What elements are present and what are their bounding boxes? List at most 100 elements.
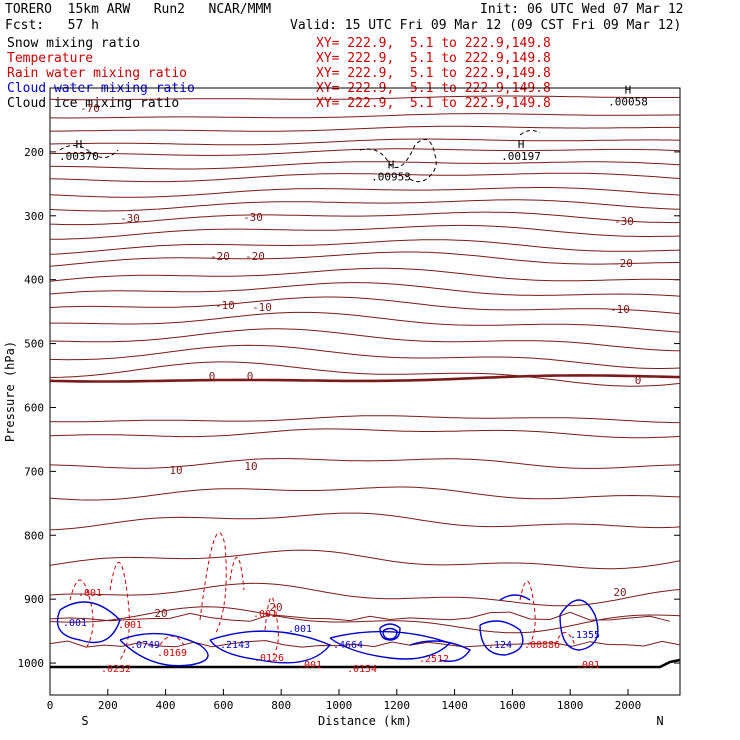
north-label: N [656,714,663,728]
y-tick-label: 900 [24,593,44,606]
temperature-label: 10 [169,464,182,477]
x-tick-label: 1000 [326,699,353,712]
rain-label: .001 [576,660,600,671]
temperature-isotherm [49,361,681,387]
temperature-isotherm [50,125,680,132]
cloud-water-label: .001 [63,618,87,629]
x-axis-label: Distance (km) [318,714,412,728]
temperature-isotherm [49,344,681,369]
rain-contour [69,579,94,651]
temperature-isotherm [49,512,681,531]
plot-frame [49,87,681,696]
temperature-label: -30 [120,212,140,225]
cloud-water-contour [379,623,401,641]
ice-max-value: .00370 [59,150,99,163]
temperature-isotherm [49,211,681,226]
terrain-surface [50,658,681,669]
rain-contour [109,562,130,661]
x-tick-label: 800 [271,699,291,712]
ice-contour [519,129,541,136]
temperature-label: 0 [247,370,254,383]
cloud-water-contour [559,599,599,651]
x-tick-label: 2000 [615,699,642,712]
cloud-water-contour [56,601,121,644]
rain-contour [229,556,245,591]
temperature-label: -20 [245,250,265,263]
temperature-isotherm [49,172,681,183]
temperature-isotherm [49,187,681,198]
temperature-isotherm [50,311,681,333]
valid-time: Valid: 15 UTC Fri 09 Mar 12 (09 CST Fri … [290,18,682,33]
temperature-isotherm [49,251,680,267]
temperature-isotherm [49,138,681,146]
legend-entry: Temperature [7,51,94,66]
temperature-isotherm [49,282,681,297]
temperature-isotherm [49,606,681,634]
temperature-isotherm [49,640,681,648]
temperature-isotherm [49,458,681,469]
x-tick-label: 1600 [499,699,526,712]
ice-contour [59,145,119,158]
legend-xy: XY= 222.9, 5.1 to 222.9,149.8 [316,96,551,111]
rain-label: .001 [78,588,102,599]
cloud-water-contour [382,627,398,640]
rain-contour [519,580,536,646]
freezing-level [49,374,681,383]
cloud-water-label: .124 [488,640,512,651]
rain-label: .0169 [157,648,187,659]
cloud-water-label: .001 [288,624,312,635]
rain-contour [199,532,227,636]
x-tick-label: 1200 [384,699,411,712]
ice-max-marker: H [76,138,83,151]
rain-label: .0232 [101,664,131,675]
temperature-isotherm [49,611,671,622]
ice-max-marker: H [625,84,632,97]
x-tick-label: 0 [47,699,54,712]
temperature-isotherm [49,549,681,570]
south-label: S [81,714,88,728]
ice-max-value: .00197 [501,150,541,163]
cloud-water-contour [209,630,332,664]
ice-max-value: .00953 [371,170,411,183]
temperature-label: -70 [80,102,100,115]
cloud-water-contour [119,632,209,667]
temperature-isotherm [49,95,681,101]
y-tick-label: 400 [24,274,44,287]
y-tick-label: 200 [24,146,44,159]
temperature-label: -30 [243,211,263,224]
ice-max-marker: H [388,158,395,171]
legend-xy: XY= 222.9, 5.1 to 222.9,149.8 [316,51,551,66]
y-tick-label: 600 [24,401,44,414]
temperature-label: 20 [269,601,282,614]
rain-contour [554,632,576,646]
cloud-water-label: .0749 [130,640,160,651]
temperature-isotherm [50,113,681,119]
temperature-label: -20 [210,250,230,263]
temperature-label: 0 [635,374,642,387]
temperature-label: -10 [215,299,235,312]
init-time: Init: 06 UTC Wed 07 Mar 12 [480,2,684,17]
forecast-hour: Fcst: 57 h [5,18,99,33]
temperature-isotherm [49,415,680,424]
temperature-label: -10 [610,303,630,316]
temperature-isotherm [49,239,681,255]
x-tick-label: 1800 [557,699,584,712]
rain-label: .0154 [347,664,377,675]
rain-label: .0126 [254,653,284,664]
temperature-label: 20 [154,607,167,620]
cloud-water-label: .4664 [333,640,363,651]
x-tick-label: 600 [213,699,233,712]
y-tick-label: 700 [24,465,44,478]
y-tick-label: 800 [24,529,44,542]
cloud-water-label: .1355 [570,630,600,641]
temperature-isotherm [49,328,681,352]
rain-label: .001 [298,660,322,671]
cloud-water-contour [479,620,524,656]
legend-xy: XY= 222.9, 5.1 to 222.9,149.8 [316,66,551,81]
temperature-isotherm [49,199,681,212]
temperature-isotherm [49,486,681,501]
y-tick-label: 1000 [18,657,45,670]
y-axis-label: Pressure (hPa) [3,341,17,442]
rain-contour [264,596,279,656]
